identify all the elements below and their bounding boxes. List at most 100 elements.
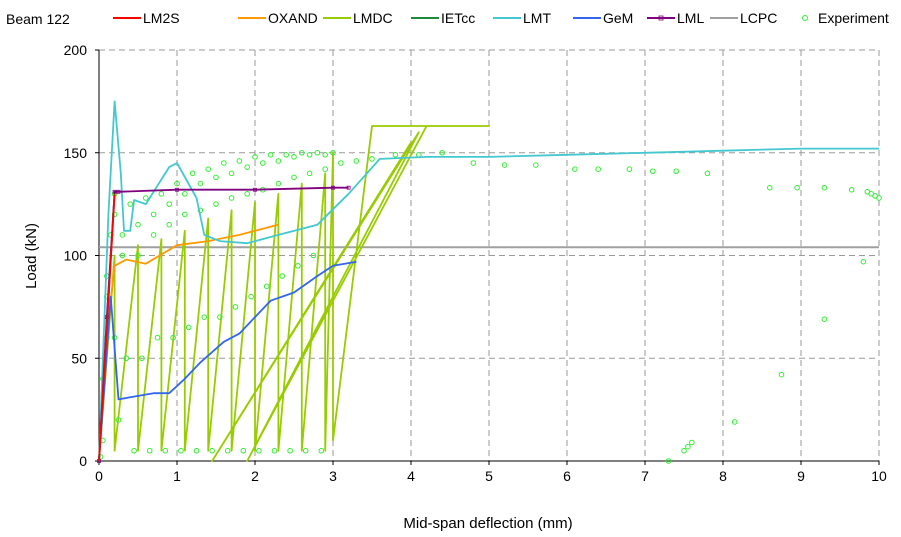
data-point-experiment <box>295 262 301 269</box>
legend-item-lm2s: LM2S <box>113 10 180 26</box>
x-tick-label: 5 <box>485 468 493 484</box>
data-point-experiment <box>174 180 180 187</box>
legend-item-lml: LML <box>647 10 704 26</box>
data-point-experiment <box>123 355 130 362</box>
legend-item-ietcc: IETcc <box>411 10 475 26</box>
data-point-experiment <box>283 152 290 158</box>
data-point-experiment <box>228 195 235 201</box>
data-point-lml <box>116 189 121 194</box>
data-point-experiment <box>224 447 231 454</box>
data-point-lml <box>331 185 335 190</box>
series-lm2s <box>98 193 116 462</box>
data-point-experiment <box>673 168 680 175</box>
legend-swatch-marker <box>658 15 664 21</box>
x-tick-label: 1 <box>173 468 181 484</box>
series-line-gem <box>98 260 357 462</box>
legend-item-experiment: Experiment <box>802 10 889 26</box>
data-point-experiment <box>439 149 446 156</box>
data-point-experiment <box>185 324 192 331</box>
series-experiment <box>97 149 882 464</box>
series-lmdc <box>98 125 490 462</box>
data-point-experiment <box>162 447 169 454</box>
data-point-experiment <box>201 314 208 320</box>
data-point-experiment <box>166 201 172 207</box>
data-point-experiment <box>127 201 133 207</box>
data-point-experiment <box>689 439 695 446</box>
data-point-experiment <box>314 149 321 156</box>
data-point-experiment <box>236 158 243 164</box>
chart-title: Beam 122 <box>6 11 70 27</box>
data-point-lml <box>253 187 257 192</box>
data-point-experiment <box>178 447 184 454</box>
data-point-experiment <box>778 371 785 378</box>
data-point-experiment <box>299 149 305 156</box>
legend-item-gem: GeM <box>573 10 633 26</box>
y-tick-label: 50 <box>71 350 87 366</box>
data-point-experiment <box>244 191 250 197</box>
legend-label: LCPC <box>740 10 777 26</box>
y-tick-label: 150 <box>64 145 88 161</box>
data-point-experiment <box>306 152 313 158</box>
data-point-experiment <box>767 184 773 191</box>
data-point-experiment <box>182 211 188 218</box>
data-point-lml <box>346 185 351 190</box>
data-point-lml <box>175 187 179 192</box>
x-axis-label: Mid-span deflection (mm) <box>403 515 572 532</box>
x-tick-label: 8 <box>719 468 727 484</box>
data-point-experiment <box>626 166 633 172</box>
data-point-experiment <box>318 447 325 454</box>
data-point-experiment <box>271 447 278 454</box>
data-point-experiment <box>252 154 258 160</box>
data-point-experiment <box>146 447 153 454</box>
series-line-oxand <box>98 223 279 462</box>
data-point-experiment <box>330 149 336 156</box>
data-point-experiment <box>232 304 239 310</box>
data-point-experiment <box>821 184 828 191</box>
series-lmt <box>98 100 879 462</box>
data-point-experiment <box>681 447 687 454</box>
y-axis-label: Load (kN) <box>23 223 40 289</box>
data-point-experiment <box>267 152 274 158</box>
legend-label: LMDC <box>353 10 393 26</box>
data-point-experiment <box>821 316 828 323</box>
data-point-experiment <box>182 191 188 197</box>
legend-label: IETcc <box>441 10 475 26</box>
data-point-experiment <box>650 168 656 175</box>
x-tick-label: 0 <box>95 468 103 484</box>
data-point-experiment <box>338 160 344 166</box>
axes <box>95 49 880 465</box>
data-point-experiment <box>213 201 219 207</box>
y-tick-label: 200 <box>64 42 88 58</box>
data-point-experiment <box>279 273 286 279</box>
data-point-experiment <box>158 191 165 197</box>
data-point-experiment <box>135 221 141 228</box>
data-point-experiment <box>150 211 157 218</box>
data-point-experiment <box>209 447 215 454</box>
data-point-experiment <box>139 355 145 362</box>
data-point-experiment <box>154 334 161 341</box>
series-line-lmt <box>98 100 879 462</box>
data-point-experiment <box>217 314 223 320</box>
data-point-experiment <box>248 293 254 300</box>
data-point-experiment <box>166 221 172 228</box>
legend-swatch <box>802 15 808 21</box>
data-point-experiment <box>244 164 250 170</box>
data-point-experiment <box>135 252 141 259</box>
data-point-experiment <box>115 417 122 423</box>
x-tick-label: 9 <box>797 468 805 484</box>
data-point-experiment <box>794 184 800 191</box>
legend-label: LM2S <box>143 10 180 26</box>
data-point-experiment <box>263 283 270 290</box>
data-point-experiment <box>228 170 235 177</box>
data-point-experiment <box>291 154 297 160</box>
series-line-lmdc <box>98 125 490 462</box>
data-point-experiment <box>240 447 247 454</box>
data-point-experiment <box>848 186 855 193</box>
legend-label: LMT <box>523 10 551 26</box>
data-point-experiment <box>501 162 508 168</box>
legend-item-lmt: LMT <box>493 10 551 26</box>
data-point-experiment <box>392 152 399 158</box>
x-tick-label: 6 <box>563 468 571 484</box>
